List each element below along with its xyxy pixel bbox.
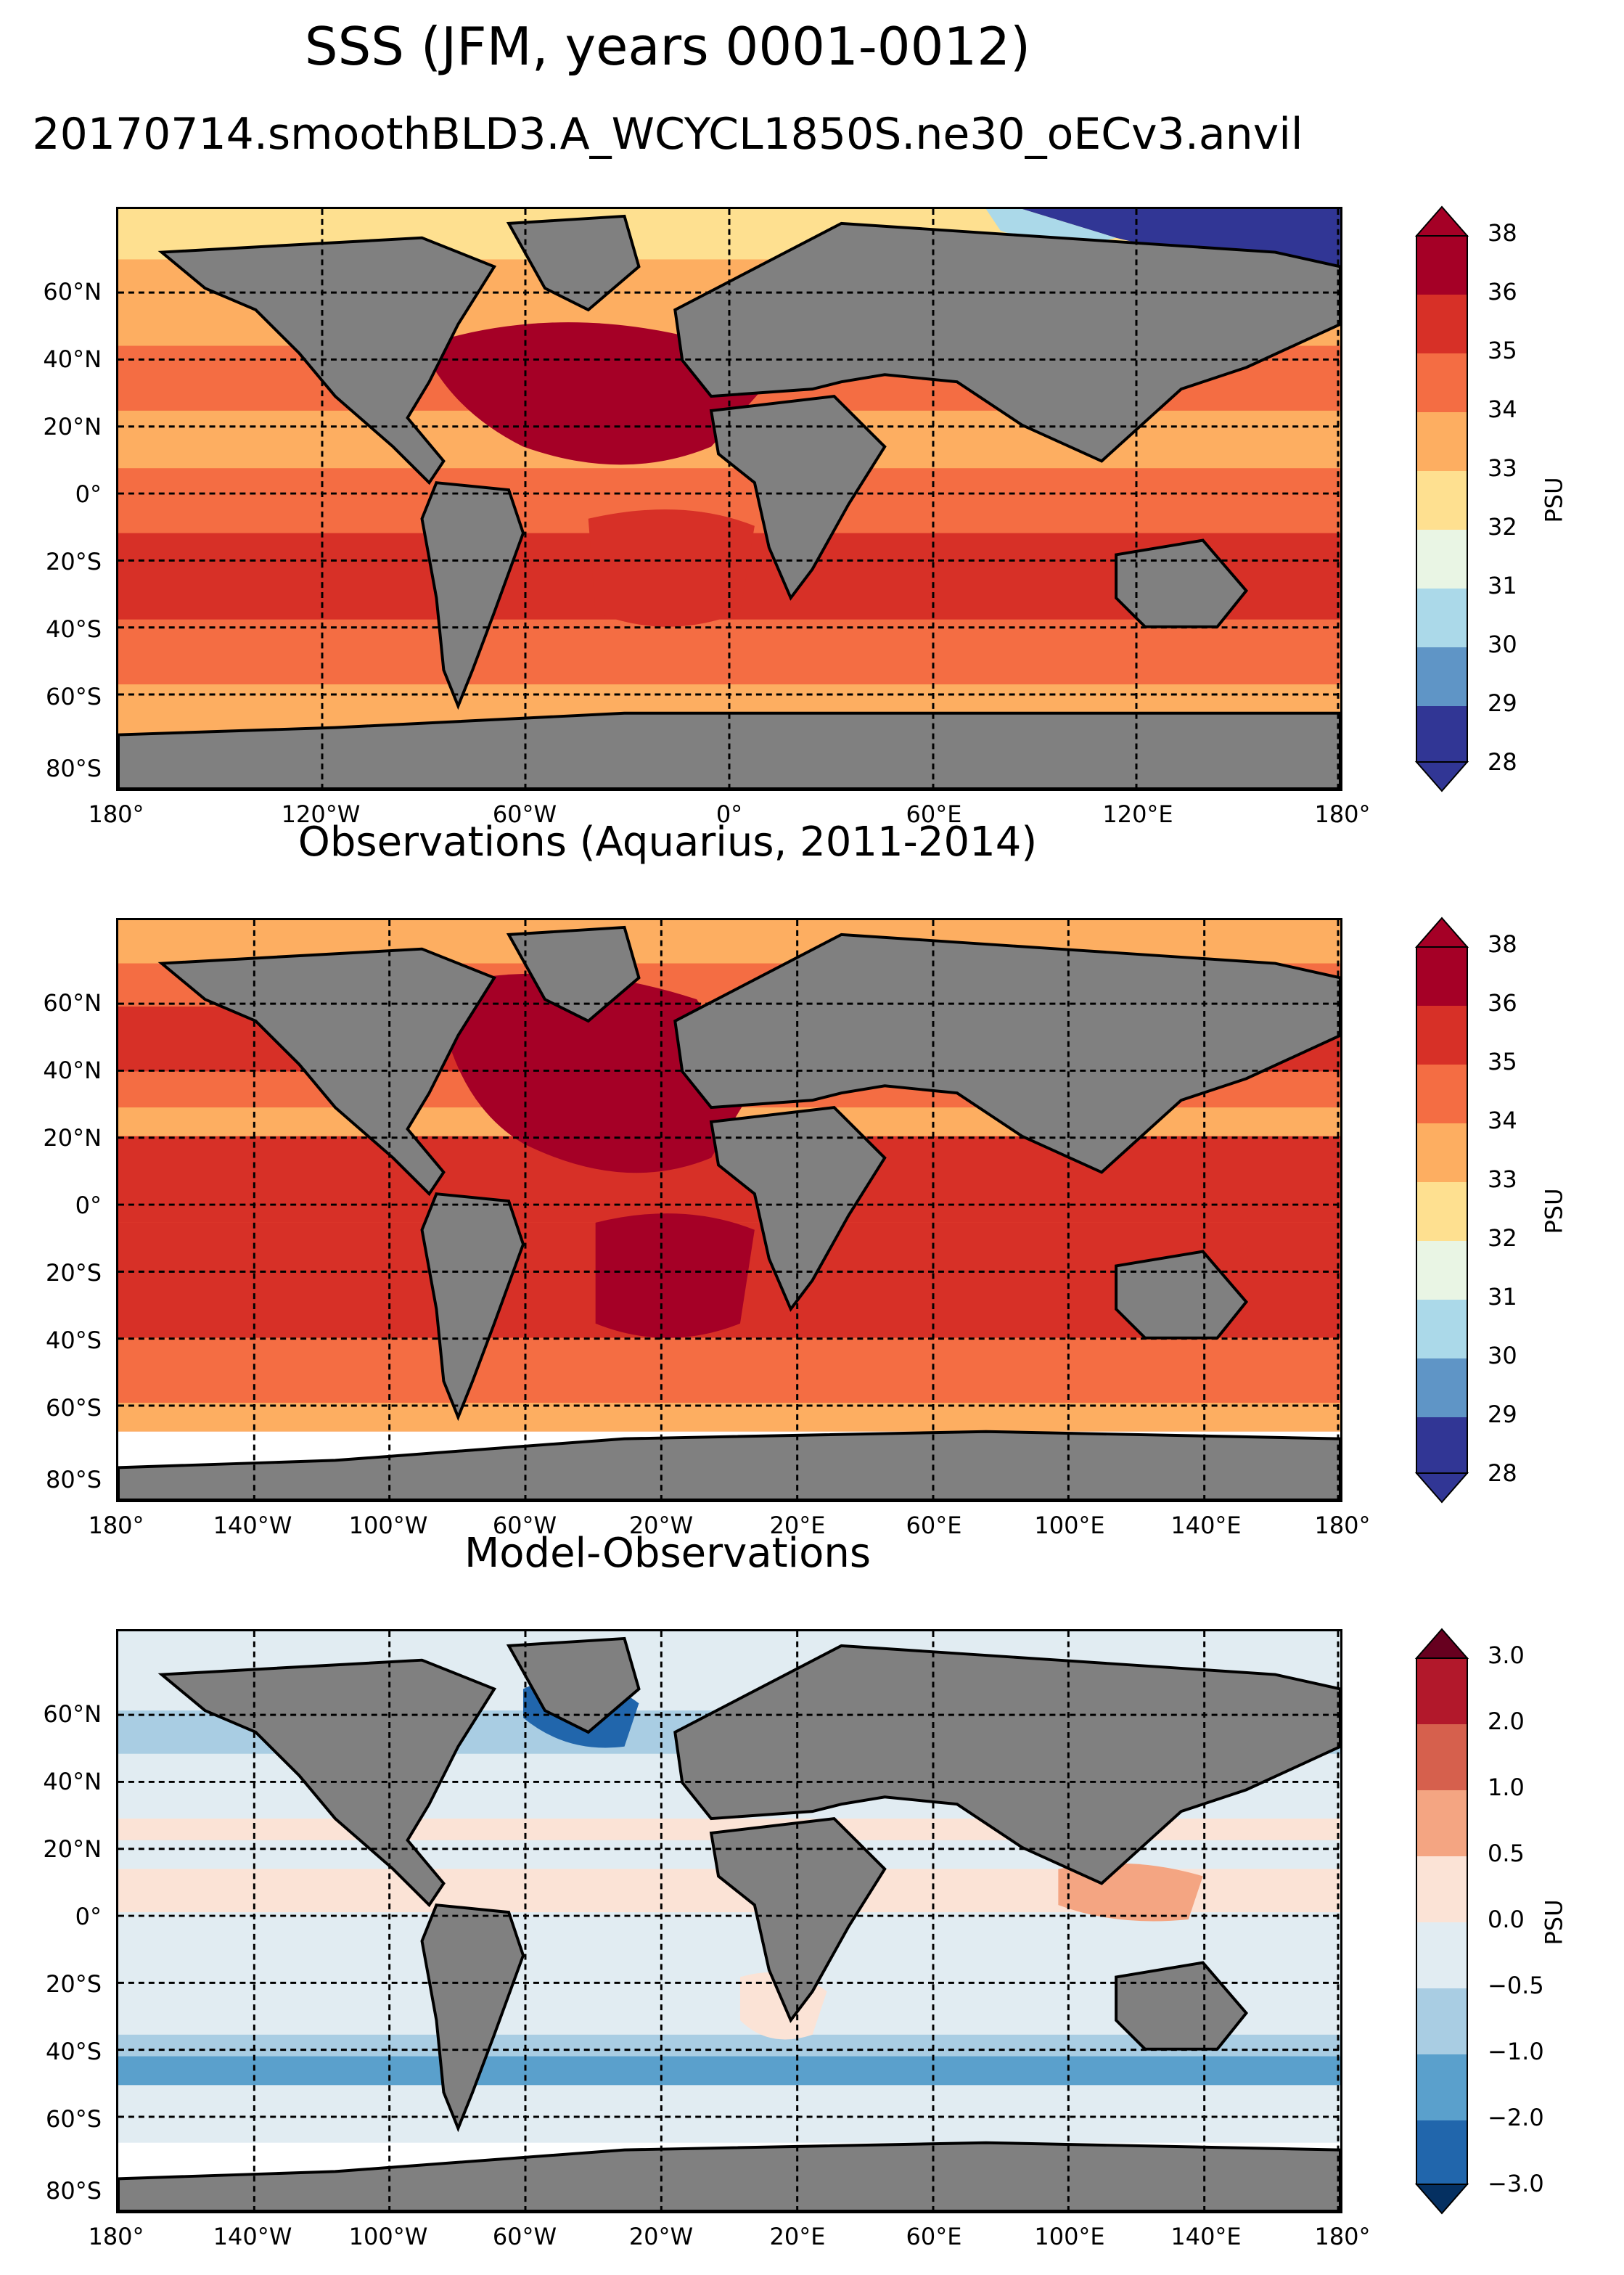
colorbar-tick: 1.0 (1488, 1774, 1525, 1801)
colorbar-tick: 30 (1488, 1342, 1517, 1369)
colorbar-tick: 33 (1488, 1165, 1517, 1193)
diff-map (116, 1629, 1342, 2213)
lat-tick: 40°S (45, 615, 102, 643)
colorbar-tick: 29 (1488, 689, 1517, 717)
lat-tick: 60°S (45, 683, 102, 710)
colorbar-tick: −0.5 (1488, 1972, 1544, 1999)
colorbar-tick: 35 (1488, 1048, 1517, 1075)
colorbar-tick: 36 (1488, 278, 1517, 306)
lat-tick: 60°S (45, 2105, 102, 2133)
colorbar-tick: 3.0 (1488, 1641, 1525, 1669)
lat-tick: 40°S (45, 1327, 102, 1354)
lon-tick: 180° (88, 1512, 144, 1539)
colorbar-tick: 32 (1488, 513, 1517, 541)
lon-tick: 20°E (769, 2223, 826, 2250)
colorbar-tick: 0.5 (1488, 1840, 1525, 1867)
lat-tick: 40°N (43, 1057, 102, 1084)
lon-tick: 180° (88, 800, 144, 828)
figure-title: SSS (JFM, years 0001-0012) (304, 16, 1031, 77)
diff-colorbar (1414, 1628, 1469, 2215)
lon-tick: 180° (1314, 800, 1371, 828)
model-colorbar (1414, 205, 1469, 792)
obs-map (116, 918, 1342, 1502)
lon-tick: 60°E (906, 1512, 962, 1539)
colorbar-tick: 0.0 (1488, 1906, 1525, 1933)
lat-tick: 60°N (43, 278, 102, 306)
lon-tick: 60°E (906, 800, 962, 828)
colorbar-tick: −2.0 (1488, 2104, 1544, 2131)
colorbar-tick: −3.0 (1488, 2170, 1544, 2197)
lat-tick: 20°S (45, 1259, 102, 1287)
lon-tick: 60°E (906, 2223, 962, 2250)
colorbar-tick: 36 (1488, 989, 1517, 1017)
lat-tick: 20°N (43, 1835, 102, 1863)
colorbar-tick: −1.0 (1488, 2038, 1544, 2065)
lon-tick: 120°E (1102, 800, 1173, 828)
colorbar-tick: 31 (1488, 1283, 1517, 1311)
colorbar-label: PSU (1540, 1899, 1568, 1946)
colorbar-tick: 35 (1488, 337, 1517, 364)
lat-tick: 40°S (45, 2038, 102, 2065)
lon-tick: 20°E (769, 1512, 826, 1539)
lon-tick: 180° (1314, 2223, 1371, 2250)
obs-colorbar (1414, 917, 1469, 1504)
colorbar-tick: 30 (1488, 631, 1517, 658)
lat-tick: 0° (75, 1903, 102, 1930)
lon-tick: 0° (715, 800, 743, 828)
lat-tick: 60°N (43, 1700, 102, 1728)
lat-tick: 20°S (45, 548, 102, 575)
lat-tick: 20°N (43, 413, 102, 440)
lat-tick: 80°S (45, 1466, 102, 1493)
lat-tick: 80°S (45, 755, 102, 782)
lon-tick: 120°W (281, 800, 361, 828)
lat-tick: 0° (75, 480, 102, 508)
lat-tick: 20°S (45, 1970, 102, 1998)
diff-panel-title: Model-Observations (464, 1530, 872, 1577)
colorbar-tick: 28 (1488, 748, 1517, 776)
lon-tick: 140°E (1170, 1512, 1242, 1539)
colorbar-tick: 31 (1488, 572, 1517, 599)
lon-tick: 140°W (213, 2223, 292, 2250)
lat-tick: 20°N (43, 1124, 102, 1152)
colorbar-tick: 2.0 (1488, 1708, 1525, 1735)
lon-tick: 60°W (492, 800, 557, 828)
lon-tick: 100°E (1034, 1512, 1105, 1539)
lon-tick: 60°W (492, 1512, 557, 1539)
lon-tick: 140°W (213, 1512, 292, 1539)
colorbar-tick: 34 (1488, 1107, 1517, 1134)
colorbar-tick: 29 (1488, 1401, 1517, 1428)
lon-tick: 140°E (1170, 2223, 1242, 2250)
lon-tick: 100°W (348, 2223, 428, 2250)
lon-tick: 100°W (348, 1512, 428, 1539)
colorbar-tick: 32 (1488, 1224, 1517, 1252)
model-map (116, 207, 1342, 791)
lat-tick: 40°N (43, 1768, 102, 1795)
lon-tick: 20°W (628, 1512, 694, 1539)
lat-tick: 60°N (43, 989, 102, 1017)
colorbar-tick: 28 (1488, 1459, 1517, 1487)
colorbar-tick: 33 (1488, 454, 1517, 482)
colorbar-label: PSU (1540, 1188, 1568, 1234)
lat-tick: 60°S (45, 1394, 102, 1422)
lon-tick: 60°W (492, 2223, 557, 2250)
lat-tick: 80°S (45, 2177, 102, 2205)
colorbar-tick: 38 (1488, 219, 1517, 247)
lon-tick: 100°E (1034, 2223, 1105, 2250)
colorbar-label: PSU (1540, 477, 1568, 523)
lon-tick: 180° (1314, 1512, 1371, 1539)
lat-tick: 0° (75, 1192, 102, 1219)
lat-tick: 40°N (43, 345, 102, 373)
obs-panel-title: Observations (Aquarius, 2011-2014) (298, 819, 1038, 866)
figure-subtitle: 20170714.smoothBLD3.A_WCYCL1850S.ne30_oE… (32, 109, 1303, 160)
colorbar-tick: 38 (1488, 930, 1517, 958)
colorbar-tick: 34 (1488, 395, 1517, 423)
lon-tick: 180° (88, 2223, 144, 2250)
lon-tick: 20°W (628, 2223, 694, 2250)
